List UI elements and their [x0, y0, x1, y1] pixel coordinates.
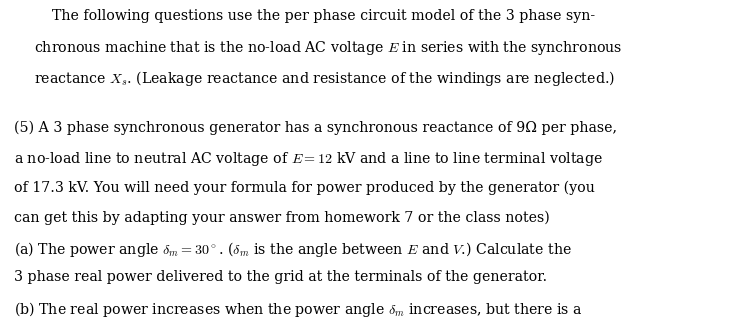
Text: of 17.3 kV. You will need your formula for power produced by the generator (you: of 17.3 kV. You will need your formula f…	[14, 180, 594, 195]
Text: can get this by adapting your answer from homework 7 or the class notes): can get this by adapting your answer fro…	[14, 210, 549, 225]
Text: (b) The real power increases when the power angle $\delta_m$ increases, but ther: (b) The real power increases when the po…	[14, 300, 582, 319]
Text: reactance $X_s$. (Leakage reactance and resistance of the windings are neglected: reactance $X_s$. (Leakage reactance and …	[34, 69, 615, 88]
Text: (5) A 3 phase synchronous generator has a synchronous reactance of 9Ω per phase,: (5) A 3 phase synchronous generator has …	[14, 120, 617, 135]
Text: a no-load line to neutral AC voltage of $E = 12$ kV and a line to line terminal : a no-load line to neutral AC voltage of …	[14, 150, 602, 168]
Text: The following questions use the per phase circuit model of the 3 phase syn-: The following questions use the per phas…	[34, 9, 595, 23]
Text: 3 phase real power delivered to the grid at the terminals of the generator.: 3 phase real power delivered to the grid…	[14, 270, 547, 284]
Text: chronous machine that is the no-load AC voltage $E$ in series with the synchrono: chronous machine that is the no-load AC …	[34, 39, 622, 57]
Text: (a) The power angle $\delta_m = 30^\circ$. ($\delta_m$ is the angle between $E$ : (a) The power angle $\delta_m = 30^\circ…	[14, 240, 572, 259]
